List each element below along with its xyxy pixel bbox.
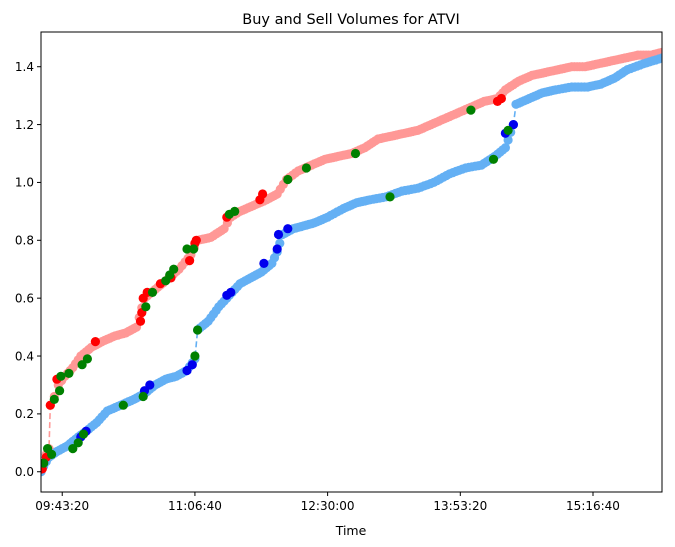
buy-point [657,53,662,63]
marked-point [141,302,151,312]
buy-large-point [187,360,197,370]
marked-point [41,458,49,468]
marked-point [182,244,192,254]
marked-point [49,394,59,404]
buy-large-point [259,258,269,268]
buy-large-point [273,229,284,240]
x-tick-label: 09:43:20 [35,499,89,513]
marked-point [193,325,203,335]
marked-point [47,449,57,459]
buy-large-point [182,365,192,376]
x-axis: 09:43:20 11:06:40 12:30:00 13:53:20 15:16:40 [35,492,620,513]
x-tick-label: 13:53:20 [433,499,487,513]
marked-point [64,368,74,378]
y-tick-label: 1.0 [15,176,34,190]
marked-point [118,400,128,410]
y-tick-label: 1.4 [15,60,34,74]
y-tick-label: 1.2 [15,118,34,132]
sell-large-point [185,256,195,266]
marked-point [189,244,199,254]
marked-point [283,174,293,185]
marked-point [147,287,158,297]
marked-point [350,148,361,159]
y-axis: 0.0 0.2 0.4 0.6 0.8 1.0 1.2 1.4 [15,60,41,479]
marked-point [78,429,89,439]
marked-point [68,444,78,454]
marked-point [169,264,179,274]
marked-point [503,125,513,135]
buy-large-point [508,120,518,130]
marked-point [488,154,499,164]
marked-point [385,192,395,202]
marked-point [190,351,200,361]
buy-large-point [226,287,236,297]
buy-large-point [145,380,155,390]
buy-series-line [41,57,662,473]
y-tick-label: 0.8 [15,234,34,248]
sell-large-point [135,316,146,326]
y-tick-label: 0.2 [15,407,34,421]
marked-point [138,391,148,402]
marked-point [56,371,66,381]
marked-point [230,206,240,216]
y-tick-label: 0.4 [15,349,34,363]
y-tick-label: 0.6 [15,291,34,305]
sell-large-point [496,93,506,104]
marked-point [466,105,476,115]
sell-large-point [258,189,268,199]
plot-frame [40,31,663,493]
sell-series-line [41,51,662,472]
marked-point [55,386,65,396]
x-tick-label: 11:06:40 [168,499,222,513]
sell-large-point [191,235,201,245]
y-tick-label: 0.0 [15,465,34,479]
marked-point [77,360,87,370]
marked-point [301,163,311,173]
chart-title: Buy and Sell Volumes for ATVI [242,12,460,28]
marked-point [82,354,92,364]
buy-large-point [283,224,293,234]
x-tick-label: 12:30:00 [301,499,355,513]
x-tick-label: 15:16:40 [566,499,620,513]
marked-point [73,438,83,448]
buy-large-point [272,244,282,254]
sell-large-point [90,337,100,347]
buy-point [500,143,510,153]
x-axis-label: Time [335,523,367,538]
